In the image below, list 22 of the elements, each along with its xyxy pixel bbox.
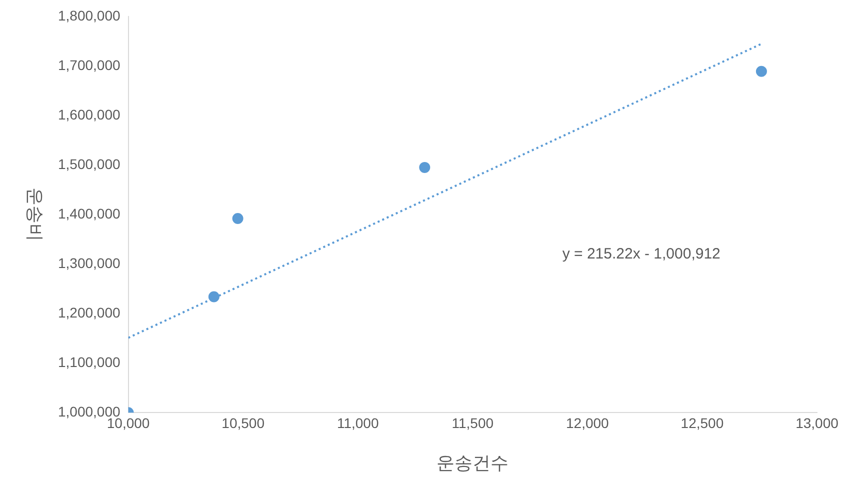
x-axis-title: 운송건수: [436, 453, 509, 474]
x-tick-label: 12,500: [680, 414, 724, 431]
point: [419, 162, 430, 173]
point: [232, 212, 244, 224]
x-tick-label: 11,500: [452, 414, 494, 431]
y-tick-label: 1,200,000: [58, 304, 120, 320]
point: [208, 291, 220, 302]
y-tick-label: 1,100,000: [58, 354, 120, 370]
y-axis-title: 운송비: [25, 188, 46, 242]
x-tick-label: 12,000: [566, 414, 610, 431]
y-tick-label: 1,800,000: [58, 7, 120, 24]
point: [756, 66, 767, 77]
x-tick-label: 11,000: [336, 414, 379, 431]
y-tick-label: 1,600,000: [58, 106, 120, 122]
y-tick-label: 1,000,000: [58, 403, 120, 420]
y-tick-label: 1,400,000: [58, 205, 120, 222]
x-tick-label: 10,500: [222, 414, 265, 431]
annotation: y = 215.22x - 1,000,912: [562, 245, 720, 262]
y-tick-label: 1,700,000: [58, 56, 120, 73]
y-tick-label: 1,300,000: [58, 254, 120, 271]
x-tick-label: 13,000: [796, 414, 839, 431]
y-tick-label: 1,500,000: [58, 156, 120, 172]
